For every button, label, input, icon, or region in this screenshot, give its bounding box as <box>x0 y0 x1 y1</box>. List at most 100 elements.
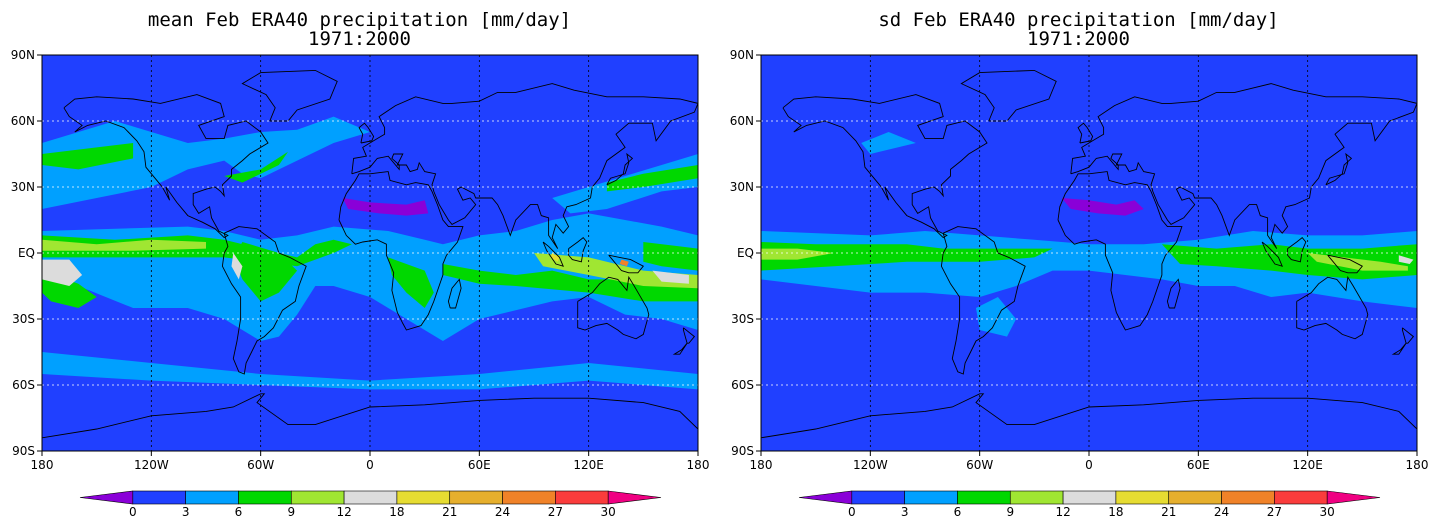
x-tick-label: 0 <box>366 458 374 472</box>
colorbar-label: 27 <box>1267 505 1282 519</box>
precip-region <box>42 259 83 286</box>
colorbar-label: 0 <box>848 505 856 519</box>
coastline <box>577 275 650 340</box>
y-tick-label: 30N <box>730 180 754 194</box>
y-tick-label: 90S <box>731 444 754 458</box>
coastline <box>1287 236 1307 263</box>
coastline <box>1077 122 1094 144</box>
coastline <box>1070 83 1417 249</box>
y-tick-label: 60S <box>731 378 754 392</box>
colorbar-segment <box>851 490 905 505</box>
colorbar-segment <box>1168 490 1222 505</box>
precip-region <box>643 242 698 271</box>
x-tick-label: 120W <box>853 458 888 472</box>
coastline <box>761 393 1417 439</box>
coastline <box>1391 342 1407 355</box>
coastline <box>960 69 1057 122</box>
panel-title-line1: sd Feb ERA40 precipitation [mm/day] <box>878 9 1279 31</box>
colorbar-segment <box>1274 490 1328 505</box>
colorbar-segment <box>1009 490 1064 505</box>
colorbar-segment <box>555 490 609 505</box>
precip-region <box>1307 253 1408 271</box>
precip-region <box>619 259 629 267</box>
panel-title-line2: 1971:2000 <box>1027 28 1130 50</box>
precip-region <box>442 264 698 302</box>
x-tick-label: 0 <box>1085 458 1093 472</box>
precip-region <box>1061 198 1144 216</box>
colorbar-segment <box>1115 490 1170 505</box>
precip-region <box>224 151 288 183</box>
precip-region <box>42 239 206 251</box>
coastline <box>447 278 462 309</box>
coastline <box>606 152 634 186</box>
colorbar-upper-triangle <box>607 490 662 505</box>
precip-region <box>42 143 134 170</box>
colorbar-label: 3 <box>182 505 190 519</box>
coastline <box>608 254 644 274</box>
colorbar-label: 27 <box>548 505 563 519</box>
x-tick-label: 60W <box>966 458 993 472</box>
coastline <box>1401 327 1415 344</box>
y-tick-label: 90S <box>12 444 35 458</box>
colorbar-label: 9 <box>287 505 295 519</box>
x-tick-label: 180 <box>750 458 773 472</box>
x-tick-label: 120W <box>134 458 169 472</box>
y-tick-label: 60N <box>730 114 754 128</box>
coastline <box>1296 275 1369 340</box>
coastline <box>358 122 375 144</box>
y-tick-label: 30S <box>12 312 35 326</box>
colorbar-label: 21 <box>1161 505 1176 519</box>
colorbar-segment <box>1221 490 1275 505</box>
precip-region <box>388 257 434 308</box>
coastline <box>940 226 1026 375</box>
y-tick-label: 60N <box>11 114 35 128</box>
map-plot: 180 120W 60W 0 60E 120E 18090N60N30NEQ30S60S90… <box>730 48 1429 519</box>
colorbar-label: 24 <box>1214 505 1229 519</box>
colorbar-segment <box>238 490 292 505</box>
y-tick-label: 60S <box>12 378 35 392</box>
colorbar-label: 6 <box>235 505 243 519</box>
y-tick-label: 30S <box>731 312 754 326</box>
y-tick-label: EQ <box>18 246 35 260</box>
coastline <box>672 342 688 355</box>
colorbar-label: 12 <box>1055 505 1070 519</box>
coastline <box>1325 152 1353 186</box>
coastline <box>542 241 564 267</box>
x-tick-label: 180 <box>1406 458 1429 472</box>
colorbar-upper-triangle <box>1326 490 1381 505</box>
y-tick-label: EQ <box>737 246 754 260</box>
coastline <box>338 171 464 331</box>
colorbar-segment <box>343 490 398 505</box>
precip-region <box>42 116 370 209</box>
x-tick-label: 120E <box>573 458 604 472</box>
precip-region <box>42 352 698 390</box>
colorbar-label: 6 <box>954 505 962 519</box>
colorbar-segment <box>957 490 1011 505</box>
precip-region <box>550 253 560 262</box>
coastline <box>42 393 698 439</box>
precip-region <box>231 253 243 280</box>
x-tick-label: 180 <box>687 458 710 472</box>
y-tick-label: 90N <box>730 48 754 62</box>
colorbar-label: 30 <box>601 505 616 519</box>
panel-title-line2: 1971:2000 <box>308 28 411 50</box>
precip-region <box>861 132 916 154</box>
colorbar-label: 0 <box>129 505 137 519</box>
x-tick-label: 60E <box>1187 458 1210 472</box>
coastline <box>1327 254 1363 274</box>
coastline <box>1057 171 1183 331</box>
colorbar-lower-triangle <box>79 490 134 505</box>
colorbar-segment <box>185 490 239 505</box>
coastline <box>351 83 698 249</box>
coastline <box>682 327 696 344</box>
precip-region <box>1161 244 1417 280</box>
colorbar-segment <box>1062 490 1117 505</box>
precip-region <box>342 198 429 216</box>
colorbar-label: 18 <box>389 505 404 519</box>
colorbar-lower-triangle <box>798 490 853 505</box>
precip-region <box>606 165 698 192</box>
panel-title-line1: mean Feb ERA40 precipitation [mm/day] <box>147 9 572 31</box>
colorbar-segment <box>132 490 186 505</box>
sd-precip-panel: sd Feb ERA40 precipitation [mm/day] 1971… <box>719 0 1438 526</box>
colorbar-label: 3 <box>901 505 909 519</box>
